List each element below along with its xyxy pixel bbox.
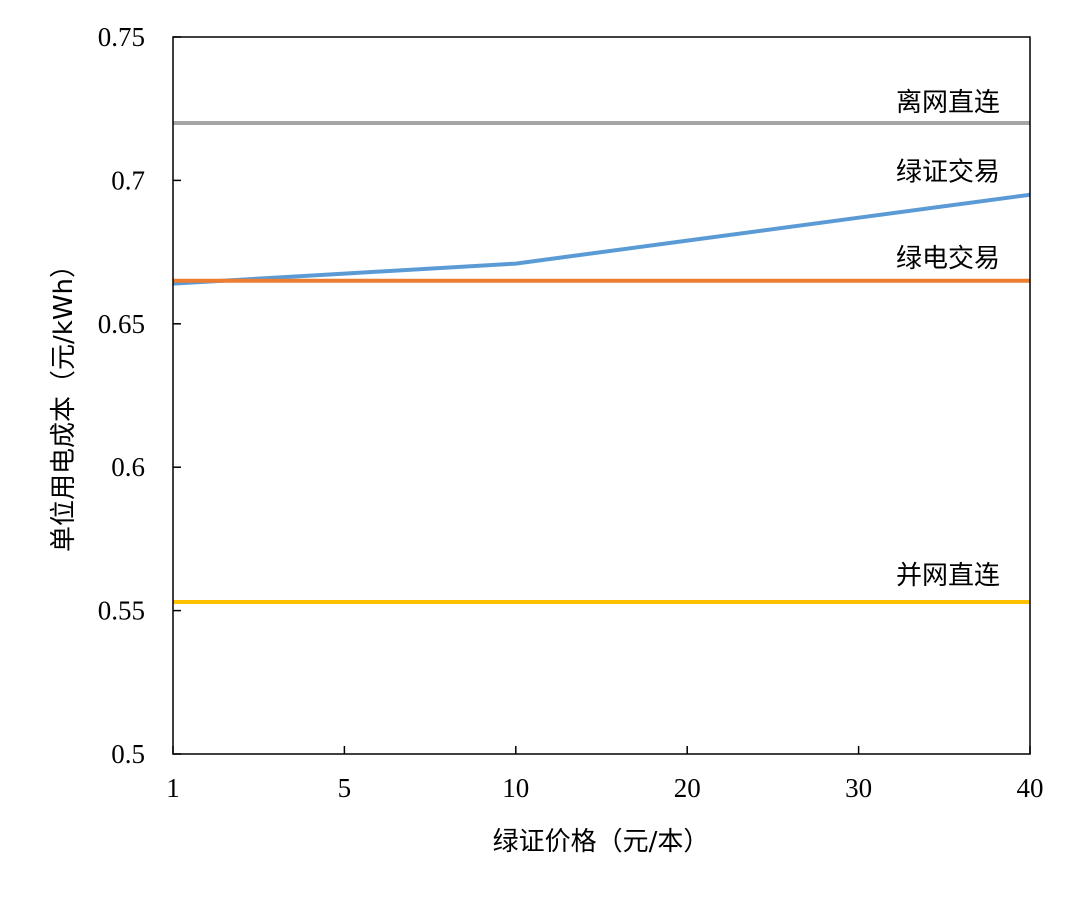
series-label: 离网直连 <box>896 88 1000 118</box>
plot-area-frame <box>172 36 1031 755</box>
series-line <box>172 192 1031 286</box>
x-tick-label: 10 <box>502 773 529 803</box>
y-tick-label: 0.65 <box>98 309 145 339</box>
y-tick-label: 0.5 <box>111 739 145 769</box>
series-label: 绿证交易 <box>896 158 1000 188</box>
y-tick-label: 0.75 <box>98 22 145 52</box>
series-label: 绿电交易 <box>896 244 1000 274</box>
y-tick-label: 0.7 <box>111 165 145 195</box>
x-tick-label: 5 <box>338 773 352 803</box>
x-tick-label: 40 <box>1017 773 1044 803</box>
series-label: 并网直连 <box>896 561 1000 591</box>
x-axis-label: 绿证价格（元/本） <box>493 827 710 857</box>
x-tick-label: 20 <box>674 773 701 803</box>
x-tick-label: 30 <box>845 773 872 803</box>
x-tick-label: 1 <box>166 773 180 803</box>
y-tick-label: 0.55 <box>98 596 145 626</box>
y-tick-label: 0.6 <box>111 452 145 482</box>
y-axis-label: 单位用电成本（元/kWh） <box>49 252 79 552</box>
